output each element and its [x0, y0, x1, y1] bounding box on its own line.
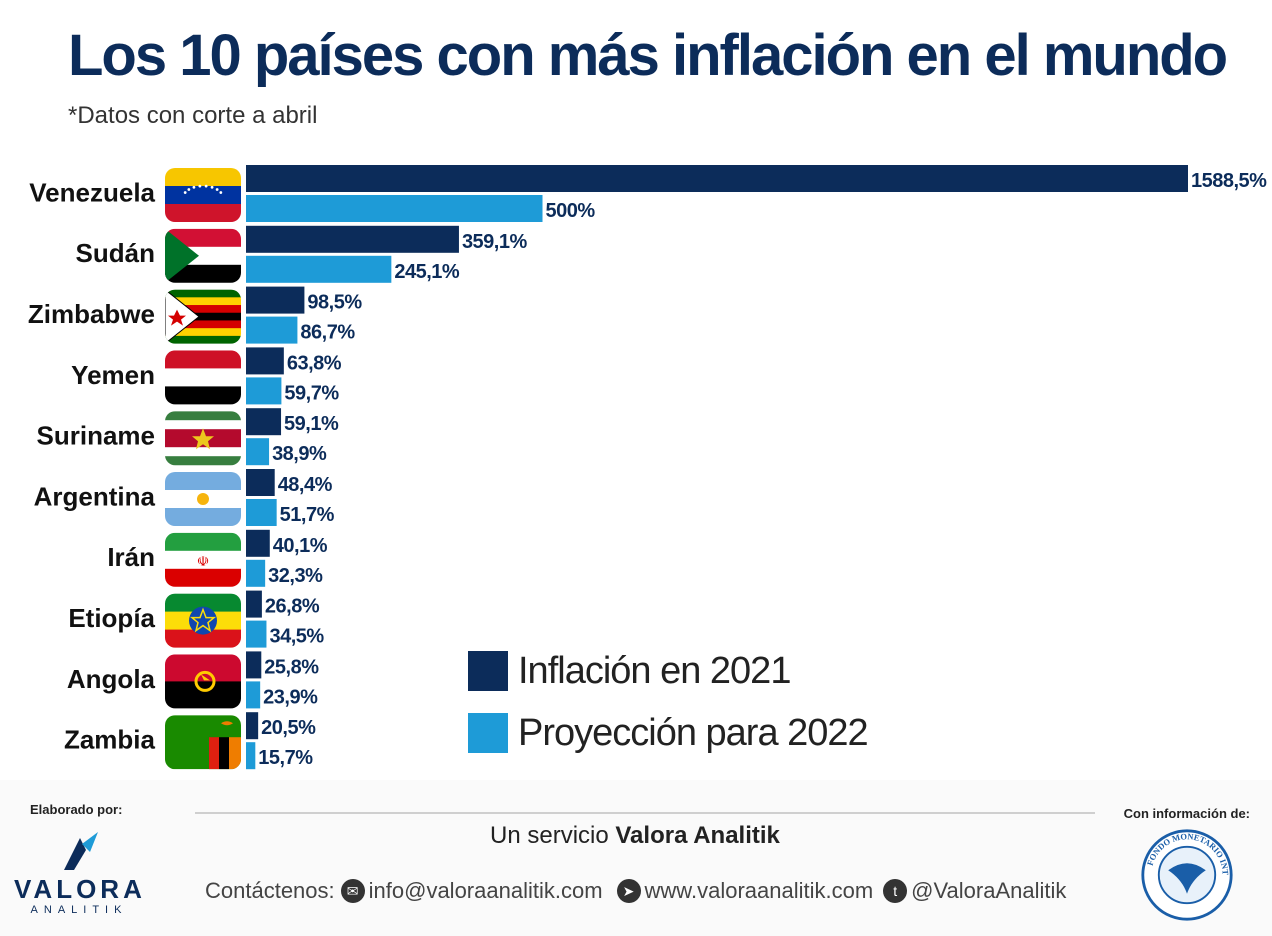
- legend-swatch-2022: [468, 713, 508, 753]
- country-label-venezuela: Venezuela: [29, 177, 155, 207]
- value-label-angola-2022: 23,9%: [263, 686, 318, 708]
- contact-line: Contáctenos: ✉ info@valoraanalitik.com ➤…: [205, 878, 1066, 904]
- bar-suriname-2022: [246, 438, 270, 466]
- country-label-argentina: Argentina: [34, 481, 156, 511]
- value-label-venezuela-2022: 500%: [546, 200, 596, 222]
- bar-argentina-2022: [246, 499, 277, 526]
- flag-sudan-icon: [165, 228, 241, 283]
- bar-argentina-2021: [246, 469, 275, 496]
- bar-etiopia-2022: [246, 620, 267, 648]
- chart-legend: Inflación en 2021 Proyección para 2022: [468, 640, 869, 764]
- value-label-iran-2022: 32,3%: [268, 565, 323, 587]
- contact-label: Contáctenos:: [205, 878, 335, 903]
- value-label-etiopia-2021: 26,8%: [265, 596, 320, 618]
- svg-text:☫: ☫: [197, 553, 210, 569]
- email-icon: ✉: [340, 879, 365, 903]
- value-label-yemen-2021: 63,8%: [287, 352, 342, 374]
- value-label-sudan-2021: 359,1%: [462, 231, 528, 253]
- flag-venezuela-icon: [165, 168, 241, 222]
- value-label-zimbabwe-2021: 98,5%: [307, 292, 362, 314]
- imf-seal: FONDO MONETARIO INTERNACIONAL: [1140, 828, 1233, 921]
- valora-logo-icon: [64, 832, 98, 870]
- value-label-argentina-2021: 48,4%: [278, 474, 333, 496]
- value-label-suriname-2021: 59,1%: [284, 413, 339, 435]
- country-label-iran: Irán: [107, 542, 155, 572]
- bar-sudan-2021: [246, 225, 459, 253]
- value-label-yemen-2022: 59,7%: [284, 382, 339, 404]
- value-label-zimbabwe-2022: 86,7%: [300, 322, 355, 344]
- value-label-zambia-2022: 15,7%: [258, 747, 313, 769]
- value-label-argentina-2022: 51,7%: [280, 504, 335, 526]
- bar-iran-2022: [246, 559, 266, 587]
- contact-email[interactable]: info@valoraanalitik.com: [368, 878, 603, 903]
- legend-label-2022: Proyección para 2022: [518, 711, 869, 754]
- service-brand: Valora Analitik: [615, 822, 780, 849]
- footer: Elaborado por: VALORA ANALITIK Un servic…: [0, 780, 1272, 936]
- bar-zambia-2021: [246, 712, 259, 740]
- cursor-icon: ➤: [616, 879, 641, 903]
- bar-yemen-2021: [246, 347, 284, 375]
- country-label-sudan: Sudán: [76, 238, 155, 268]
- country-label-etiopia: Etiopía: [68, 603, 155, 633]
- value-label-zambia-2021: 20,5%: [261, 717, 316, 739]
- country-label-zambia: Zambia: [64, 725, 156, 755]
- flag-argentina-icon: [165, 472, 241, 526]
- service-prefix: Un servicio: [490, 822, 609, 849]
- logo-wordmark: VALORA: [14, 874, 146, 904]
- bar-zimbabwe-2021: [246, 286, 305, 314]
- bar-suriname-2021: [246, 408, 282, 436]
- bar-chart: Venezuela 1588,5% 500% Sudán 359,1%245,1% Zim…: [28, 165, 1268, 770]
- value-label-sudan-2022: 245,1%: [394, 261, 460, 283]
- elaborado-por-label: Elaborado por:: [30, 802, 123, 817]
- value-label-etiopia-2022: 34,5%: [269, 626, 324, 648]
- footer-divider: [195, 812, 1095, 814]
- value-label-iran-2021: 40,1%: [273, 535, 328, 557]
- twitter-icon: t: [883, 879, 908, 903]
- legend-item-2021: Inflación en 2021: [468, 640, 868, 702]
- flag-angola-icon: [165, 654, 241, 709]
- contact-twitter[interactable]: @ValoraAnalitik: [911, 878, 1067, 903]
- legend-swatch-2021: [468, 651, 508, 691]
- value-label-angola-2021: 25,8%: [264, 656, 319, 678]
- valora-logo: VALORA ANALITIK: [14, 830, 144, 920]
- bar-angola-2021: [246, 651, 262, 679]
- country-label-suriname: Suriname: [37, 421, 156, 451]
- logo-subwordmark: ANALITIK: [30, 904, 128, 916]
- bar-yemen-2022: [246, 377, 282, 405]
- service-line: Un servicio Valora Analitik: [490, 822, 780, 850]
- chart-subtitle: *Datos con corte a abril: [68, 102, 318, 129]
- flag-iran-icon: ☫: [165, 532, 241, 587]
- flag-yemen-icon: [165, 350, 241, 405]
- flag-suriname-icon: [165, 411, 241, 466]
- bar-venezuela-2022: [246, 195, 543, 222]
- bar-zimbabwe-2022: [246, 316, 298, 344]
- bar-zambia-2022: [246, 742, 256, 770]
- country-label-angola: Angola: [67, 664, 156, 694]
- country-label-yemen: Yemen: [71, 360, 155, 390]
- legend-item-2022: Proyección para 2022: [468, 702, 869, 764]
- bar-etiopia-2021: [246, 590, 262, 618]
- bar-venezuela-2021: [246, 165, 1188, 192]
- legend-label-2021: Inflación en 2021: [518, 649, 791, 692]
- bar-iran-2021: [246, 529, 270, 557]
- flag-zimbabwe-icon: [165, 289, 241, 344]
- flag-etiopia-icon: [165, 593, 241, 648]
- contact-website[interactable]: www.valoraanalitik.com: [644, 878, 874, 903]
- country-label-zimbabwe: Zimbabwe: [28, 299, 155, 329]
- bar-angola-2022: [246, 681, 261, 709]
- page-title: Los 10 países con más inflación en el mu…: [68, 23, 1228, 88]
- bar-sudan-2022: [246, 255, 392, 283]
- flag-zambia-icon: [165, 715, 241, 770]
- con-informacion-label: Con información de:: [1123, 806, 1250, 821]
- value-label-venezuela-2021: 1588,5%: [1191, 170, 1267, 192]
- value-label-suriname-2022: 38,9%: [272, 443, 327, 465]
